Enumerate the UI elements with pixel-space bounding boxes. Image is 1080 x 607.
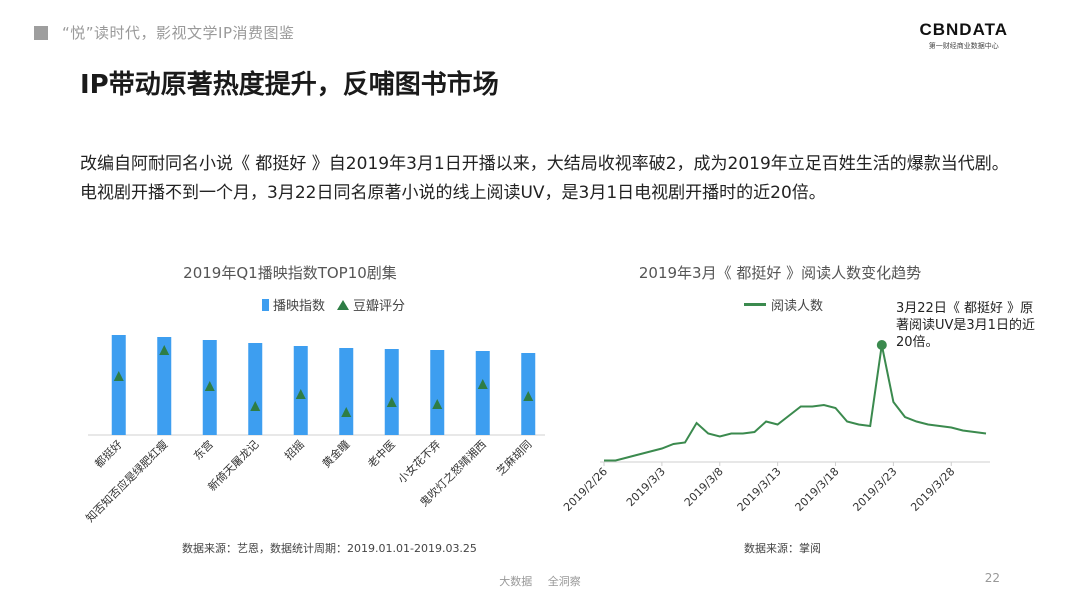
x-tick-label-10: 芝麻胡同 — [493, 437, 534, 478]
bar-1 — [111, 335, 126, 435]
bar-9 — [475, 351, 490, 435]
x-tick-label-8: 小女花不弃 — [395, 437, 444, 486]
x-tick-label-6: 2019/3/23 — [850, 465, 899, 514]
peak-point — [876, 340, 887, 350]
score-marker-9 — [477, 379, 488, 389]
score-marker-10 — [523, 391, 534, 401]
description-text: 改编自阿耐同名小说《 都挺好 》自2019年3月1日开播以来，大结局收视率破2，… — [80, 154, 1009, 203]
score-marker-6 — [341, 407, 352, 417]
footer-right: 全洞察 — [547, 575, 581, 588]
top-bar: “悦”读时代，影视文学IP消费图鉴 — [34, 22, 295, 43]
score-marker-3 — [204, 381, 215, 391]
legend-line-label: 阅读人数 — [771, 299, 824, 314]
bar-chart-legend: 播映指数 豆瓣评分 — [262, 295, 405, 314]
x-tick-label-7: 老中医 — [365, 438, 398, 471]
line-chart-source: 数据来源：掌阅 — [744, 542, 821, 555]
score-marker-4 — [250, 401, 261, 411]
bar-chart-source: 数据来源：艺恩，数据统计周期：2019.01.01-2019.03.25 — [182, 542, 477, 555]
x-tick-label-2: 2019/3/3 — [624, 465, 668, 509]
page-number: 22 — [984, 571, 1000, 585]
x-tick-label-2: 知否知否应是绿肥红瘦 — [83, 437, 171, 525]
logo-tagline: 第一财经商业数据中心 — [928, 42, 999, 50]
x-tick-label-6: 黄金瞳 — [319, 437, 352, 470]
legend-marker-label: 豆瓣评分 — [353, 299, 406, 314]
bar-2 — [157, 337, 172, 435]
x-tick-label-5: 招摇 — [281, 437, 306, 462]
footer-left: 大数据 — [499, 575, 533, 588]
line-chart-legend: 阅读人数 — [744, 295, 823, 314]
x-tick-label-7: 2019/3/28 — [908, 465, 957, 514]
logo-text: CBNDATA — [919, 20, 1008, 39]
peak-annotation: 3月22日《 都挺好 》原著阅读UV是3月1日的近20倍。 — [896, 301, 1035, 350]
x-tick-label-1: 都挺好 — [92, 437, 125, 470]
line-chart: 2019/2/26 2019/3/3 2019/3/8 2019/3/13 2019/3… — [561, 340, 990, 514]
cbndata-logo: CBNDATA 第一财经商业数据中心 — [919, 20, 1008, 51]
score-marker-2 — [159, 345, 170, 355]
x-tick-label-5: 2019/3/18 — [793, 465, 842, 514]
score-marker-1 — [113, 371, 124, 381]
line-chart-title: 2019年3月《 都挺好 》阅读人数变化趋势 — [638, 264, 922, 282]
section-marker — [34, 25, 48, 40]
bar-8 — [430, 350, 445, 435]
legend-line-swatch — [744, 303, 766, 306]
score-marker-5 — [295, 389, 306, 399]
bar-chart-title: 2019年Q1播映指数TOP10剧集 — [183, 264, 397, 282]
page-title: IP带动原著热度提升，反哺图书市场 — [80, 70, 499, 100]
x-tick-label-3: 东宫 — [190, 437, 215, 462]
bar-4 — [248, 343, 263, 435]
legend-bar-swatch — [262, 298, 269, 311]
legend-triangle-swatch — [337, 299, 350, 310]
bar-7 — [384, 349, 399, 435]
footer: 大数据 全洞察 — [0, 573, 1080, 589]
x-tick-label-3: 2019/3/8 — [682, 465, 726, 509]
x-tick-label-4: 2019/3/13 — [735, 465, 784, 514]
report-subtitle: “悦”读时代，影视文学IP消费图鉴 — [62, 24, 295, 42]
x-tick-label-1: 2019/2/26 — [561, 465, 610, 514]
legend-bar-label: 播映指数 — [273, 299, 326, 314]
score-marker-8 — [432, 399, 443, 409]
reading-line — [604, 344, 987, 462]
score-marker-7 — [386, 397, 397, 407]
bar-6 — [339, 348, 354, 435]
